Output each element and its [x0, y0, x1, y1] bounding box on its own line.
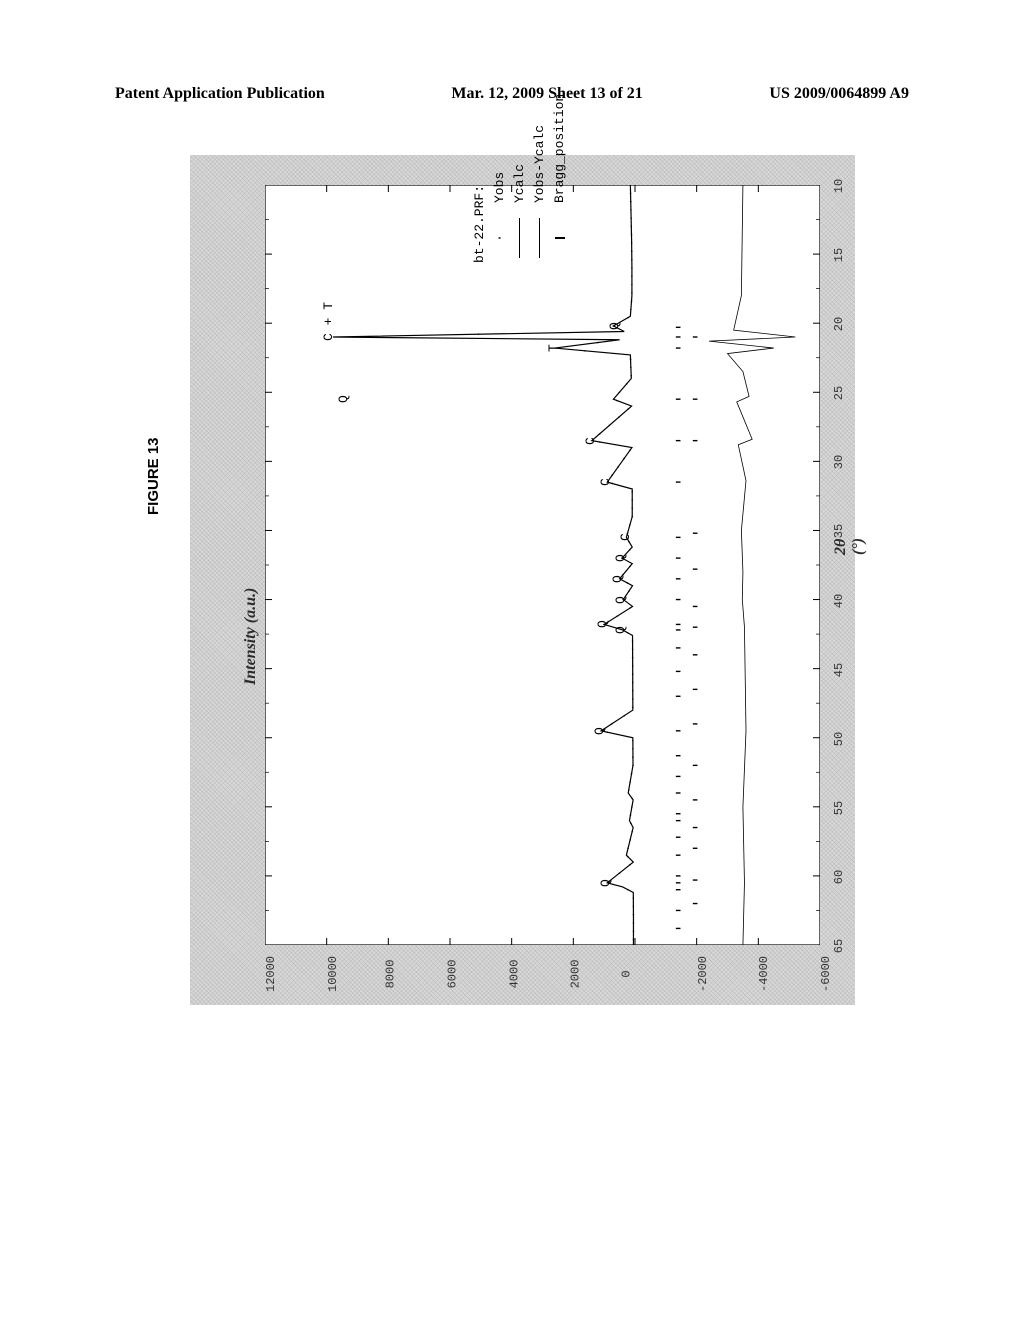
- header-left: Patent Application Publication: [115, 85, 325, 103]
- x-tick-label: 15: [832, 248, 846, 262]
- legend-mark-icon: [519, 213, 520, 263]
- x-tick-label: 10: [832, 179, 846, 193]
- chart-legend: bt-22.PRF: · YobsYcalcYobs-YcalcBragg_pos…: [470, 94, 570, 263]
- y-tick-label: -2000: [696, 956, 710, 992]
- x-tick-label: 30: [832, 455, 846, 469]
- x-tick-label: 65: [832, 939, 846, 953]
- peak-label: C: [618, 534, 633, 542]
- x-tick-label: 60: [832, 870, 846, 884]
- peak-label: Q: [610, 575, 625, 583]
- peak-label: Q: [613, 626, 628, 634]
- legend-item: · Yobs: [490, 94, 510, 263]
- x-tick-label: 20: [832, 317, 846, 331]
- y-tick-label: 4000: [507, 960, 521, 989]
- legend-label: Yobs: [490, 172, 510, 203]
- chart-background: QC + TTQCCCQQQQQQQ bt-22.PRF: ·YobsYcalc…: [190, 155, 855, 1005]
- peak-label: Q: [613, 554, 628, 562]
- legend-item: Ycalc: [510, 94, 530, 263]
- y-tick-label: -4000: [757, 956, 771, 992]
- header-right: US 2009/0064899 A9: [769, 85, 909, 103]
- legend-mark-icon: [555, 213, 565, 263]
- plot-area: QC + TTQCCCQQQQQQQ bt-22.PRF: ·YobsYcalc…: [265, 185, 820, 945]
- y-axis-label: Intensity (a.u.): [242, 588, 260, 685]
- peak-label: Q: [598, 879, 613, 887]
- x-tick-label: 40: [832, 593, 846, 607]
- x-tick-label: 45: [832, 662, 846, 676]
- y-tick-label: -6000: [819, 956, 833, 992]
- peak-label: Q: [613, 596, 628, 604]
- peak-label: C: [583, 437, 598, 445]
- x-tick-label: 50: [832, 732, 846, 746]
- y-tick-label: 2000: [569, 960, 583, 989]
- y-tick-label: 6000: [445, 960, 459, 989]
- peak-label: Q: [592, 727, 607, 735]
- peak-label: T: [546, 344, 561, 352]
- x-tick-label: 25: [832, 386, 846, 400]
- legend-label: Ycalc: [510, 164, 530, 203]
- peak-label: C: [598, 478, 613, 486]
- legend-item: Bragg_position: [550, 94, 570, 263]
- legend-mark-icon: ·: [490, 213, 510, 263]
- legend-mark-icon: [539, 213, 540, 263]
- x-tick-label: 35: [832, 524, 846, 538]
- figure-title: FIGURE 13: [145, 437, 162, 515]
- peak-label: Q: [336, 395, 351, 403]
- y-tick-label: 12000: [264, 956, 278, 992]
- x-tick-label: 55: [832, 801, 846, 815]
- legend-label: Bragg_position: [550, 94, 570, 203]
- peak-label: Q: [607, 322, 622, 330]
- y-tick-label: 0: [620, 970, 634, 977]
- peak-label: Q: [595, 621, 610, 629]
- legend-label: Yobs-Ycalc: [530, 125, 550, 203]
- peak-label: C + T: [321, 302, 336, 341]
- legend-title: bt-22.PRF:: [470, 94, 490, 263]
- y-tick-label: 10000: [326, 956, 340, 992]
- y-tick-label: 8000: [384, 960, 398, 989]
- xrd-plot-svg: [265, 185, 820, 945]
- legend-item: Yobs-Ycalc: [530, 94, 550, 263]
- figure-container: FIGURE 13 QC + TTQCCCQQQQQQQ bt-22.PRF: …: [175, 155, 855, 1005]
